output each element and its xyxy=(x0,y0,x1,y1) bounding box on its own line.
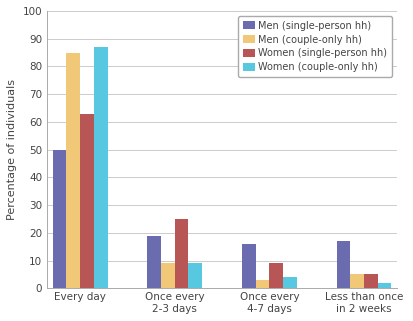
Bar xyxy=(269,263,283,288)
Bar xyxy=(188,263,202,288)
Bar xyxy=(364,274,378,288)
Bar xyxy=(283,277,297,288)
Bar xyxy=(175,219,188,288)
Bar xyxy=(242,244,256,288)
Bar xyxy=(378,283,392,288)
Bar xyxy=(161,263,175,288)
Bar xyxy=(256,280,269,288)
Legend: Men (single-person hh), Men (couple-only hh), Women (single-person hh), Women (c: Men (single-person hh), Men (couple-only… xyxy=(238,16,392,77)
Bar xyxy=(337,241,350,288)
Bar xyxy=(52,150,66,288)
Bar xyxy=(80,114,94,288)
Y-axis label: Percentage of individuals: Percentage of individuals xyxy=(7,79,17,220)
Bar xyxy=(350,274,364,288)
Bar xyxy=(94,47,107,288)
Bar xyxy=(66,53,80,288)
Bar xyxy=(147,236,161,288)
